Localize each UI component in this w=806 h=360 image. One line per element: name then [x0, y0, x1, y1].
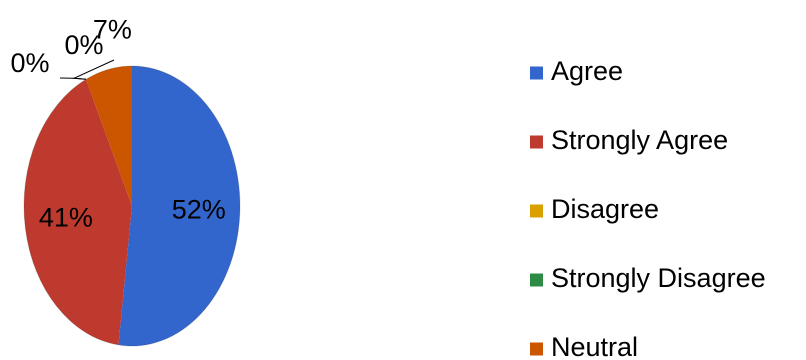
legend-item-disagree: Disagree — [530, 194, 659, 224]
legend-item-strongly-agree: Strongly Agree — [530, 125, 728, 155]
data-label-disagree: 0% — [10, 48, 49, 78]
slice-neutral — [86, 66, 132, 206]
data-label-agree: 52% — [172, 195, 226, 225]
legend-item-agree: Agree — [530, 56, 623, 86]
leader-line-strongly-disagree — [72, 59, 115, 80]
legend-swatch-agree — [530, 66, 543, 80]
legend-swatch-neutral — [530, 342, 543, 356]
slice-agree — [118, 66, 240, 346]
legend-item-neutral: Neutral — [530, 332, 638, 360]
data-label-strongly-disagree: 0% — [64, 30, 103, 60]
slice-strongly-agree — [23, 79, 132, 345]
legend-swatch-disagree — [530, 204, 543, 218]
pie-outline — [23, 65, 241, 347]
legend-label-strongly-agree: Strongly Agree — [551, 125, 728, 155]
legend-label-agree: Agree — [551, 56, 623, 86]
legend-swatch-strongly-agree — [530, 135, 543, 149]
legend-item-strongly-disagree: Strongly Disagree — [530, 263, 766, 293]
legend-label-strongly-disagree: Strongly Disagree — [551, 263, 766, 293]
pie-slices — [23, 65, 241, 347]
data-label-neutral: 7% — [93, 15, 132, 45]
legend-label-neutral: Neutral — [551, 332, 638, 360]
legend-swatch-strongly-disagree — [530, 273, 543, 287]
leader-lines — [59, 59, 115, 80]
legend-label-disagree: Disagree — [551, 194, 659, 224]
data-label-strongly-agree: 41% — [39, 203, 93, 233]
data-labels: 52%41%0%0%7% — [10, 15, 225, 233]
legend: Agree Strongly Agree Disagree Strongly Disa… — [530, 56, 766, 360]
